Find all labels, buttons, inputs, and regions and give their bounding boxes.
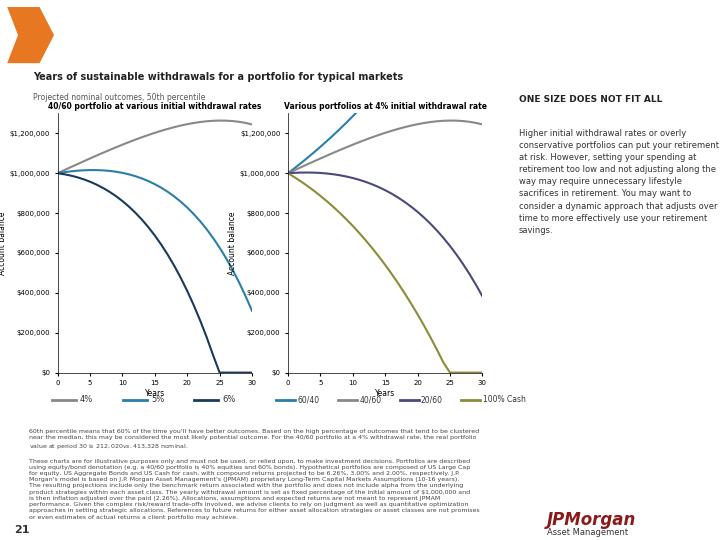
Polygon shape [7,7,54,63]
X-axis label: Years: Years [375,389,395,398]
Text: 4%: 4% [80,395,93,404]
Text: 20/60: 20/60 [421,395,443,404]
Text: ONE SIZE DOES NOT FIT ALL: ONE SIZE DOES NOT FIT ALL [518,94,662,104]
Text: 60/40: 60/40 [297,395,320,404]
Text: 40/60: 40/60 [359,395,382,404]
Text: 100% Cash: 100% Cash [482,395,526,404]
Text: 5%: 5% [151,395,164,404]
Title: 40/60 portfolio at various initial withdrawal rates: 40/60 portfolio at various initial withd… [48,102,261,111]
Text: Asset Management: Asset Management [547,528,629,537]
Title: Various portfolios at 4% initial withdrawal rate: Various portfolios at 4% initial withdra… [284,102,487,111]
Text: JPMorgan: JPMorgan [547,511,636,529]
Text: Projected nominal outcomes, 50th percentile: Projected nominal outcomes, 50th percent… [33,93,206,102]
X-axis label: Years: Years [145,389,165,398]
Text: Effects of withdrawal rates and portfolio allocations: Effects of withdrawal rates and portfoli… [65,28,512,43]
Text: Years of sustainable withdrawals for a portfolio for typical markets: Years of sustainable withdrawals for a p… [33,72,403,83]
Y-axis label: Account balance: Account balance [228,211,237,275]
Text: 21: 21 [680,28,702,43]
Text: 60th percentile means that 60% of the time you'll have better outcomes. Based on: 60th percentile means that 60% of the ti… [29,429,480,519]
Text: Higher initial withdrawal rates or overly conservative portfolios can put your r: Higher initial withdrawal rates or overl… [518,129,719,235]
Text: Spending: Spending [8,239,17,291]
Text: 21: 21 [14,524,30,535]
Y-axis label: Account balance: Account balance [0,211,6,275]
Text: 6%: 6% [222,395,236,404]
